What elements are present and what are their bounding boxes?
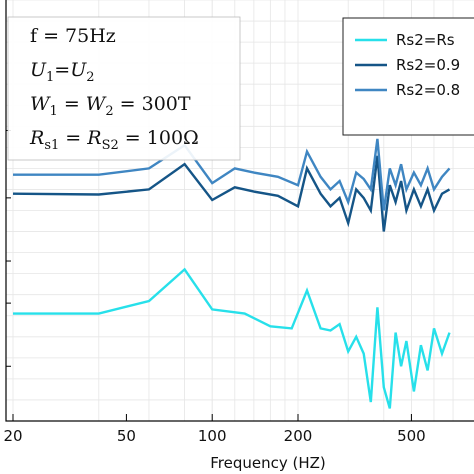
legend-label-2: Rs2=0.9 xyxy=(396,56,460,74)
x-tick-label: 500 xyxy=(397,427,426,445)
legend: Rs2=Rs Rs2=0.9 Rs2=0.8 xyxy=(342,17,474,136)
x-tick-label: 200 xyxy=(284,427,313,445)
annotation-part: R xyxy=(29,127,44,149)
annotation-subscript: 1 xyxy=(50,104,58,119)
annotation-part: = 300T xyxy=(114,93,191,115)
annotation-part: = R xyxy=(59,127,101,149)
annotation-subscript: S2 xyxy=(102,138,119,153)
annotation-f: f = 75Hz xyxy=(30,25,116,47)
annotation-subscript: 2 xyxy=(86,70,94,85)
annotation-part: U xyxy=(30,59,47,81)
annotation-r: Rs1 = RS2 = 100Ω xyxy=(29,127,199,153)
annotation-part: W xyxy=(30,93,51,115)
annotation-subscript: s1 xyxy=(44,138,59,153)
series-line-2 xyxy=(12,155,451,232)
x-tick-label: 50 xyxy=(117,427,136,445)
series-lines xyxy=(12,138,451,409)
legend-label-1: Rs2=Rs xyxy=(396,31,455,49)
annotation-w: W1 = W2 = 300T xyxy=(30,93,191,119)
series-line-3 xyxy=(13,138,451,211)
annotation-part: =U xyxy=(54,59,87,81)
y-axis-ticks xyxy=(6,130,11,367)
annotation-part: = 100Ω xyxy=(119,127,199,149)
x-tick-label: 100 xyxy=(198,427,227,445)
annotation-subscript: 2 xyxy=(105,104,113,119)
x-axis-ticks: 20 50 100 200 500 xyxy=(3,414,426,445)
x-axis-title: Frequency (HZ) xyxy=(210,454,326,472)
legend-label-3: Rs2=0.8 xyxy=(396,81,460,99)
series-line-1 xyxy=(13,267,451,409)
annotation-part: = W xyxy=(58,93,107,115)
annotation-frame xyxy=(7,16,241,161)
legend-frame xyxy=(342,17,474,136)
annotation-subscript: 1 xyxy=(46,70,54,85)
x-tick-label: 20 xyxy=(3,427,22,445)
plot-frame xyxy=(5,0,474,422)
annotation-u: U1=U2 xyxy=(30,59,95,85)
